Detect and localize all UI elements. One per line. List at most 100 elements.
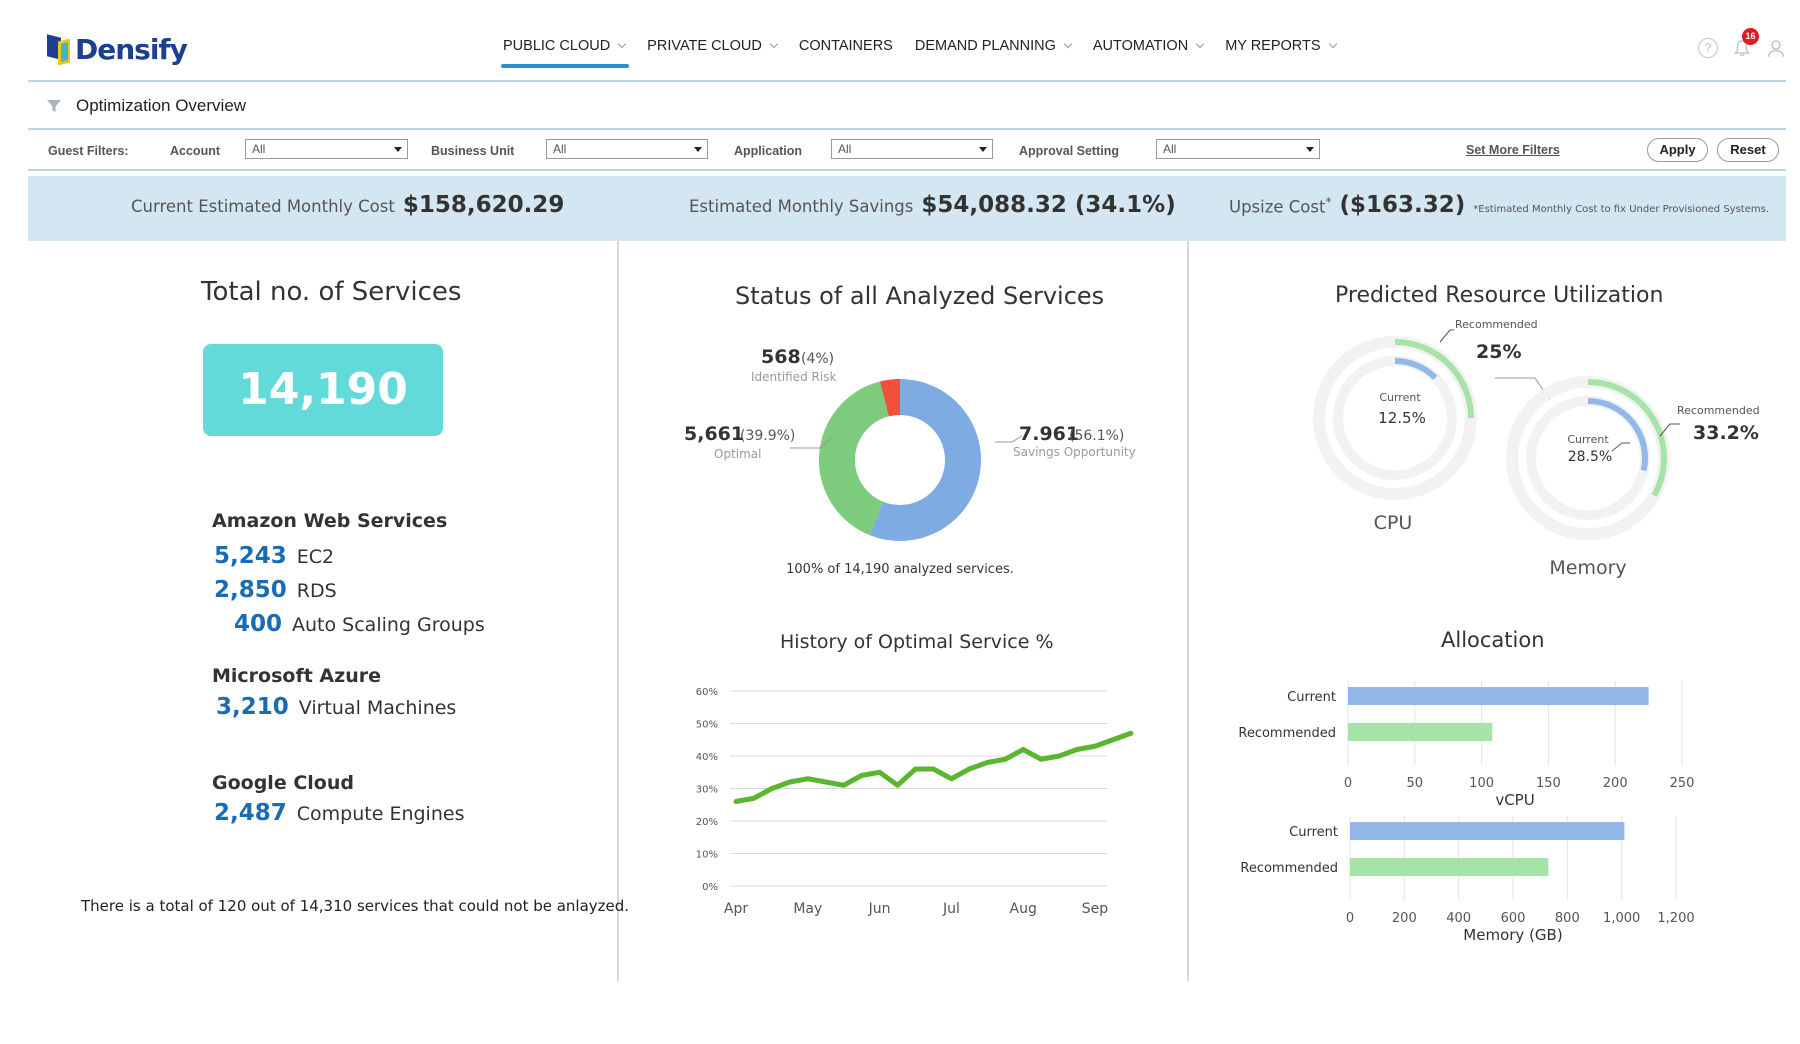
reset-button[interactable]: Reset bbox=[1717, 138, 1779, 162]
vcpu-allocation-chart: 0 50 100 150 200 250 Current Recommended vCPU bbox=[1238, 681, 1694, 809]
bell-icon[interactable]: 16 bbox=[1732, 28, 1759, 58]
nav-label: MY REPORTS bbox=[1225, 38, 1321, 54]
donut-segment-optimal[interactable] bbox=[819, 381, 890, 536]
memory-current-value: 28.5% bbox=[1568, 449, 1612, 465]
approval-setting-filter-select[interactable]: All bbox=[1156, 139, 1320, 159]
upsize-label: Upsize Cost* bbox=[1229, 195, 1331, 217]
set-more-filters-link[interactable]: Set More Filters bbox=[1466, 143, 1560, 157]
category-label: Recommended bbox=[1240, 861, 1338, 876]
upsize-label-text: Upsize Cost bbox=[1229, 197, 1326, 216]
account-filter-label: Account bbox=[170, 144, 220, 158]
main-nav: PUBLIC CLOUD PRIVATE CLOUD CONTAINERS DE… bbox=[500, 38, 1358, 68]
x-tick-label: 200 bbox=[1603, 776, 1628, 791]
utilization-title: Predicted Resource Utilization bbox=[1335, 283, 1664, 308]
current-cost-value: $158,620.29 bbox=[402, 192, 565, 218]
x-tick-label: 0 bbox=[1346, 911, 1354, 926]
azure-vm-row[interactable]: 3,210 Virtual Machines bbox=[216, 694, 456, 720]
nav-label: DEMAND PLANNING bbox=[914, 38, 1056, 54]
dropdown-arrow-icon bbox=[694, 147, 702, 152]
business-unit-filter-value: All bbox=[553, 142, 567, 156]
upsize-cost: Upsize Cost* ($163.32) *Estimated Monthl… bbox=[1229, 192, 1769, 218]
nav-label: PUBLIC CLOUD bbox=[503, 38, 611, 54]
optimal-label: Optimal bbox=[714, 447, 761, 461]
y-tick-label: 40% bbox=[696, 752, 718, 763]
memory-allocation-chart: 0 200 400 600 800 1,000 1,200 Current Recommende… bbox=[1240, 816, 1695, 944]
x-axis-label: vCPU bbox=[1495, 791, 1534, 809]
current-monthly-cost: Current Estimated Monthly Cost $158,620.… bbox=[131, 192, 564, 218]
nav-private-cloud[interactable]: PRIVATE CLOUD bbox=[647, 38, 779, 54]
x-tick-label: 200 bbox=[1392, 911, 1417, 926]
chevron-down-icon bbox=[1195, 39, 1205, 49]
nav-demand-planning[interactable]: DEMAND PLANNING bbox=[914, 38, 1073, 54]
user-icon[interactable] bbox=[1766, 38, 1786, 58]
current-cost-label: Current Estimated Monthly Cost bbox=[131, 197, 395, 216]
application-filter-select[interactable]: All bbox=[831, 139, 993, 159]
filter-icon[interactable] bbox=[46, 98, 62, 114]
gcp-compute-row[interactable]: 2,487 Compute Engines bbox=[214, 800, 464, 826]
column-divider bbox=[1187, 241, 1189, 981]
top-icons: ? 16 bbox=[1698, 28, 1786, 58]
risk-label: Identified Risk bbox=[751, 370, 836, 384]
bar-current[interactable] bbox=[1348, 687, 1649, 705]
aws-ec2-row[interactable]: 5,243 EC2 bbox=[214, 543, 334, 569]
y-tick-label: 10% bbox=[696, 850, 718, 861]
dropdown-arrow-icon bbox=[979, 147, 987, 152]
guest-filters-bar: Guest Filters: Account All Business Unit… bbox=[28, 133, 1786, 171]
google-cloud-heading: Google Cloud bbox=[212, 772, 354, 794]
top-navigation-bar: Densify PUBLIC CLOUD PRIVATE CLOUD CONTA… bbox=[28, 0, 1786, 82]
aws-rds-row[interactable]: 2,850 RDS bbox=[214, 577, 337, 603]
x-tick-label: 150 bbox=[1536, 776, 1561, 791]
allocation-bar-charts: 0 50 100 150 200 250 Current Recommended vCPU 0 2… bbox=[1238, 681, 1695, 944]
y-tick-label: 60% bbox=[696, 687, 718, 698]
x-tick-label: 600 bbox=[1501, 911, 1526, 926]
chevron-down-icon bbox=[617, 39, 627, 49]
nav-public-cloud[interactable]: PUBLIC CLOUD bbox=[500, 38, 630, 68]
cpu-recommended-label: Recommended bbox=[1455, 318, 1538, 331]
densify-logo[interactable]: Densify bbox=[47, 33, 188, 66]
savings-leader-line bbox=[995, 435, 1023, 443]
service-count: 2,487 bbox=[214, 800, 287, 826]
nav-containers[interactable]: CONTAINERS bbox=[799, 38, 893, 54]
savings-value: $54,088.32 (34.1%) bbox=[921, 192, 1176, 218]
total-services-tile[interactable]: 14,190 bbox=[203, 344, 443, 436]
optimal-leader-line bbox=[790, 436, 833, 449]
dropdown-arrow-icon bbox=[394, 147, 402, 152]
chevron-down-icon bbox=[769, 39, 779, 49]
nav-label: CONTAINERS bbox=[798, 38, 893, 54]
x-tick-label: 400 bbox=[1446, 911, 1471, 926]
page-title: Optimization Overview bbox=[76, 96, 247, 115]
nav-automation[interactable]: AUTOMATION bbox=[1093, 38, 1205, 54]
aws-auto-scaling-row[interactable]: 400 Auto Scaling Groups bbox=[234, 611, 485, 637]
aws-heading: Amazon Web Services bbox=[212, 510, 448, 532]
business-unit-filter-select[interactable]: All bbox=[546, 139, 708, 159]
upsize-star: * bbox=[1325, 194, 1332, 209]
donut-segment-savings-opportunity[interactable] bbox=[869, 379, 981, 541]
history-grid bbox=[730, 690, 1107, 887]
savings-pct: (56.1%) bbox=[1069, 428, 1124, 444]
memory-gauge-name: Memory bbox=[1549, 557, 1626, 579]
service-name: Compute Engines bbox=[296, 803, 465, 825]
apply-button[interactable]: Apply bbox=[1647, 138, 1708, 162]
service-name: Virtual Machines bbox=[298, 697, 457, 719]
bar-recommended[interactable] bbox=[1350, 858, 1549, 876]
memory-recommended-value: 33.2% bbox=[1693, 422, 1759, 444]
bar-recommended[interactable] bbox=[1348, 723, 1493, 741]
service-count: 2,850 bbox=[214, 577, 287, 603]
account-filter-select[interactable]: All bbox=[245, 139, 408, 159]
bar-current[interactable] bbox=[1350, 822, 1625, 840]
risk-pct: (4%) bbox=[801, 351, 834, 367]
approval-setting-filter-value: All bbox=[1163, 142, 1177, 156]
memory-recommended-arc bbox=[1587, 379, 1667, 497]
memory-current-arc bbox=[1587, 398, 1648, 472]
optimal-pct: (39.9%) bbox=[740, 428, 795, 444]
notification-badge: 16 bbox=[1742, 28, 1759, 45]
x-tick-label: 800 bbox=[1555, 911, 1580, 926]
cost-summary-band: Current Estimated Monthly Cost $158,620.… bbox=[28, 176, 1786, 241]
donut-segment-identified-risk[interactable] bbox=[879, 379, 901, 417]
status-title: Status of all Analyzed Services bbox=[735, 282, 1105, 310]
donut-segments bbox=[819, 379, 981, 541]
savings-label: Estimated Monthly Savings bbox=[689, 197, 914, 216]
help-icon[interactable]: ? bbox=[1698, 38, 1718, 58]
x-tick-label: Jul bbox=[942, 901, 960, 917]
nav-my-reports[interactable]: MY REPORTS bbox=[1225, 38, 1337, 54]
